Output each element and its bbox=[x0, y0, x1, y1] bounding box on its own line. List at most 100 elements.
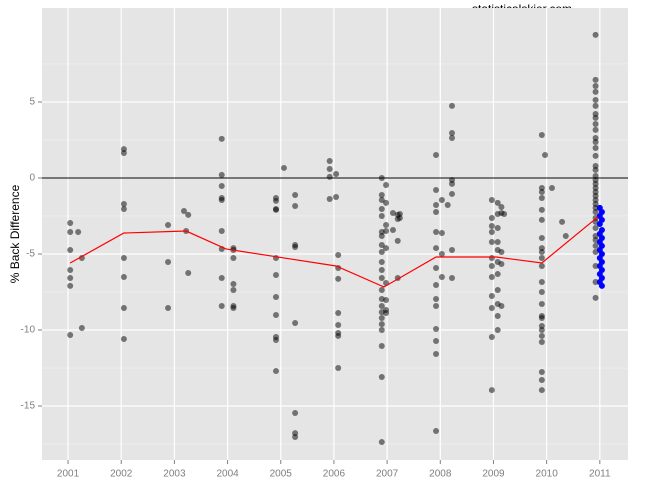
point bbox=[433, 202, 440, 209]
point bbox=[433, 351, 440, 358]
point bbox=[292, 434, 299, 441]
point bbox=[498, 204, 505, 211]
point bbox=[272, 271, 279, 278]
point bbox=[538, 301, 545, 308]
point bbox=[333, 171, 340, 178]
point bbox=[538, 131, 545, 138]
point bbox=[383, 228, 390, 235]
point bbox=[378, 242, 385, 249]
point bbox=[383, 245, 390, 252]
point bbox=[383, 221, 390, 228]
point bbox=[292, 320, 299, 327]
point bbox=[218, 228, 225, 235]
point bbox=[592, 209, 599, 216]
point bbox=[383, 199, 390, 206]
point bbox=[538, 249, 545, 256]
point bbox=[592, 31, 599, 38]
point bbox=[598, 282, 605, 289]
point bbox=[218, 302, 225, 309]
point bbox=[592, 192, 599, 199]
point bbox=[120, 205, 127, 212]
point bbox=[180, 207, 187, 214]
x-tick-label: 2004 bbox=[216, 469, 239, 480]
point bbox=[433, 282, 440, 289]
point bbox=[120, 254, 127, 261]
point bbox=[592, 145, 599, 152]
point bbox=[596, 221, 603, 228]
point bbox=[378, 321, 385, 328]
point bbox=[488, 254, 495, 261]
point bbox=[335, 309, 342, 316]
point bbox=[378, 174, 385, 181]
point bbox=[272, 294, 279, 301]
point bbox=[272, 311, 279, 318]
point bbox=[542, 152, 549, 159]
point bbox=[433, 186, 440, 193]
point bbox=[67, 282, 74, 289]
point bbox=[378, 233, 385, 240]
point bbox=[120, 150, 127, 157]
point bbox=[378, 302, 385, 309]
point bbox=[538, 387, 545, 394]
point bbox=[488, 273, 495, 280]
point bbox=[592, 121, 599, 128]
point bbox=[538, 327, 545, 334]
point bbox=[438, 273, 445, 280]
point bbox=[120, 273, 127, 280]
point bbox=[218, 171, 225, 178]
point bbox=[538, 263, 545, 270]
point bbox=[67, 219, 74, 226]
x-tick-label: 2001 bbox=[57, 469, 80, 480]
point bbox=[538, 289, 545, 296]
point bbox=[538, 339, 545, 346]
point bbox=[78, 325, 85, 332]
point bbox=[378, 314, 385, 321]
point bbox=[335, 332, 342, 339]
point bbox=[378, 212, 385, 219]
point bbox=[433, 228, 440, 235]
point bbox=[272, 368, 279, 375]
point bbox=[538, 377, 545, 384]
point bbox=[67, 247, 74, 254]
point bbox=[383, 309, 390, 316]
x-tick-label: 2007 bbox=[376, 469, 399, 480]
point bbox=[592, 263, 599, 270]
point bbox=[538, 195, 545, 202]
point bbox=[538, 188, 545, 195]
point bbox=[488, 238, 495, 245]
point bbox=[592, 294, 599, 301]
point bbox=[488, 304, 495, 311]
point bbox=[559, 218, 566, 225]
point bbox=[448, 180, 455, 187]
point bbox=[538, 314, 545, 321]
point bbox=[592, 224, 599, 231]
point bbox=[562, 233, 569, 240]
y-tick-label: -10 bbox=[21, 325, 36, 336]
point bbox=[538, 235, 545, 242]
point bbox=[538, 206, 545, 213]
x-tick-label: 2008 bbox=[429, 469, 452, 480]
point bbox=[335, 365, 342, 372]
point bbox=[498, 302, 505, 309]
point bbox=[438, 230, 445, 237]
point bbox=[292, 202, 299, 209]
point bbox=[444, 202, 451, 209]
y-tick-label: -5 bbox=[26, 249, 35, 260]
point bbox=[378, 275, 385, 282]
point bbox=[433, 152, 440, 159]
point bbox=[592, 204, 599, 211]
point bbox=[326, 157, 333, 164]
point bbox=[448, 134, 455, 141]
point bbox=[272, 337, 279, 344]
point bbox=[538, 216, 545, 223]
point bbox=[326, 173, 333, 180]
point bbox=[538, 332, 545, 339]
point bbox=[185, 211, 192, 218]
point bbox=[378, 439, 385, 446]
point bbox=[494, 327, 501, 334]
point bbox=[230, 254, 237, 261]
point bbox=[548, 185, 555, 192]
point bbox=[378, 249, 385, 256]
point bbox=[272, 197, 279, 204]
point bbox=[378, 205, 385, 212]
